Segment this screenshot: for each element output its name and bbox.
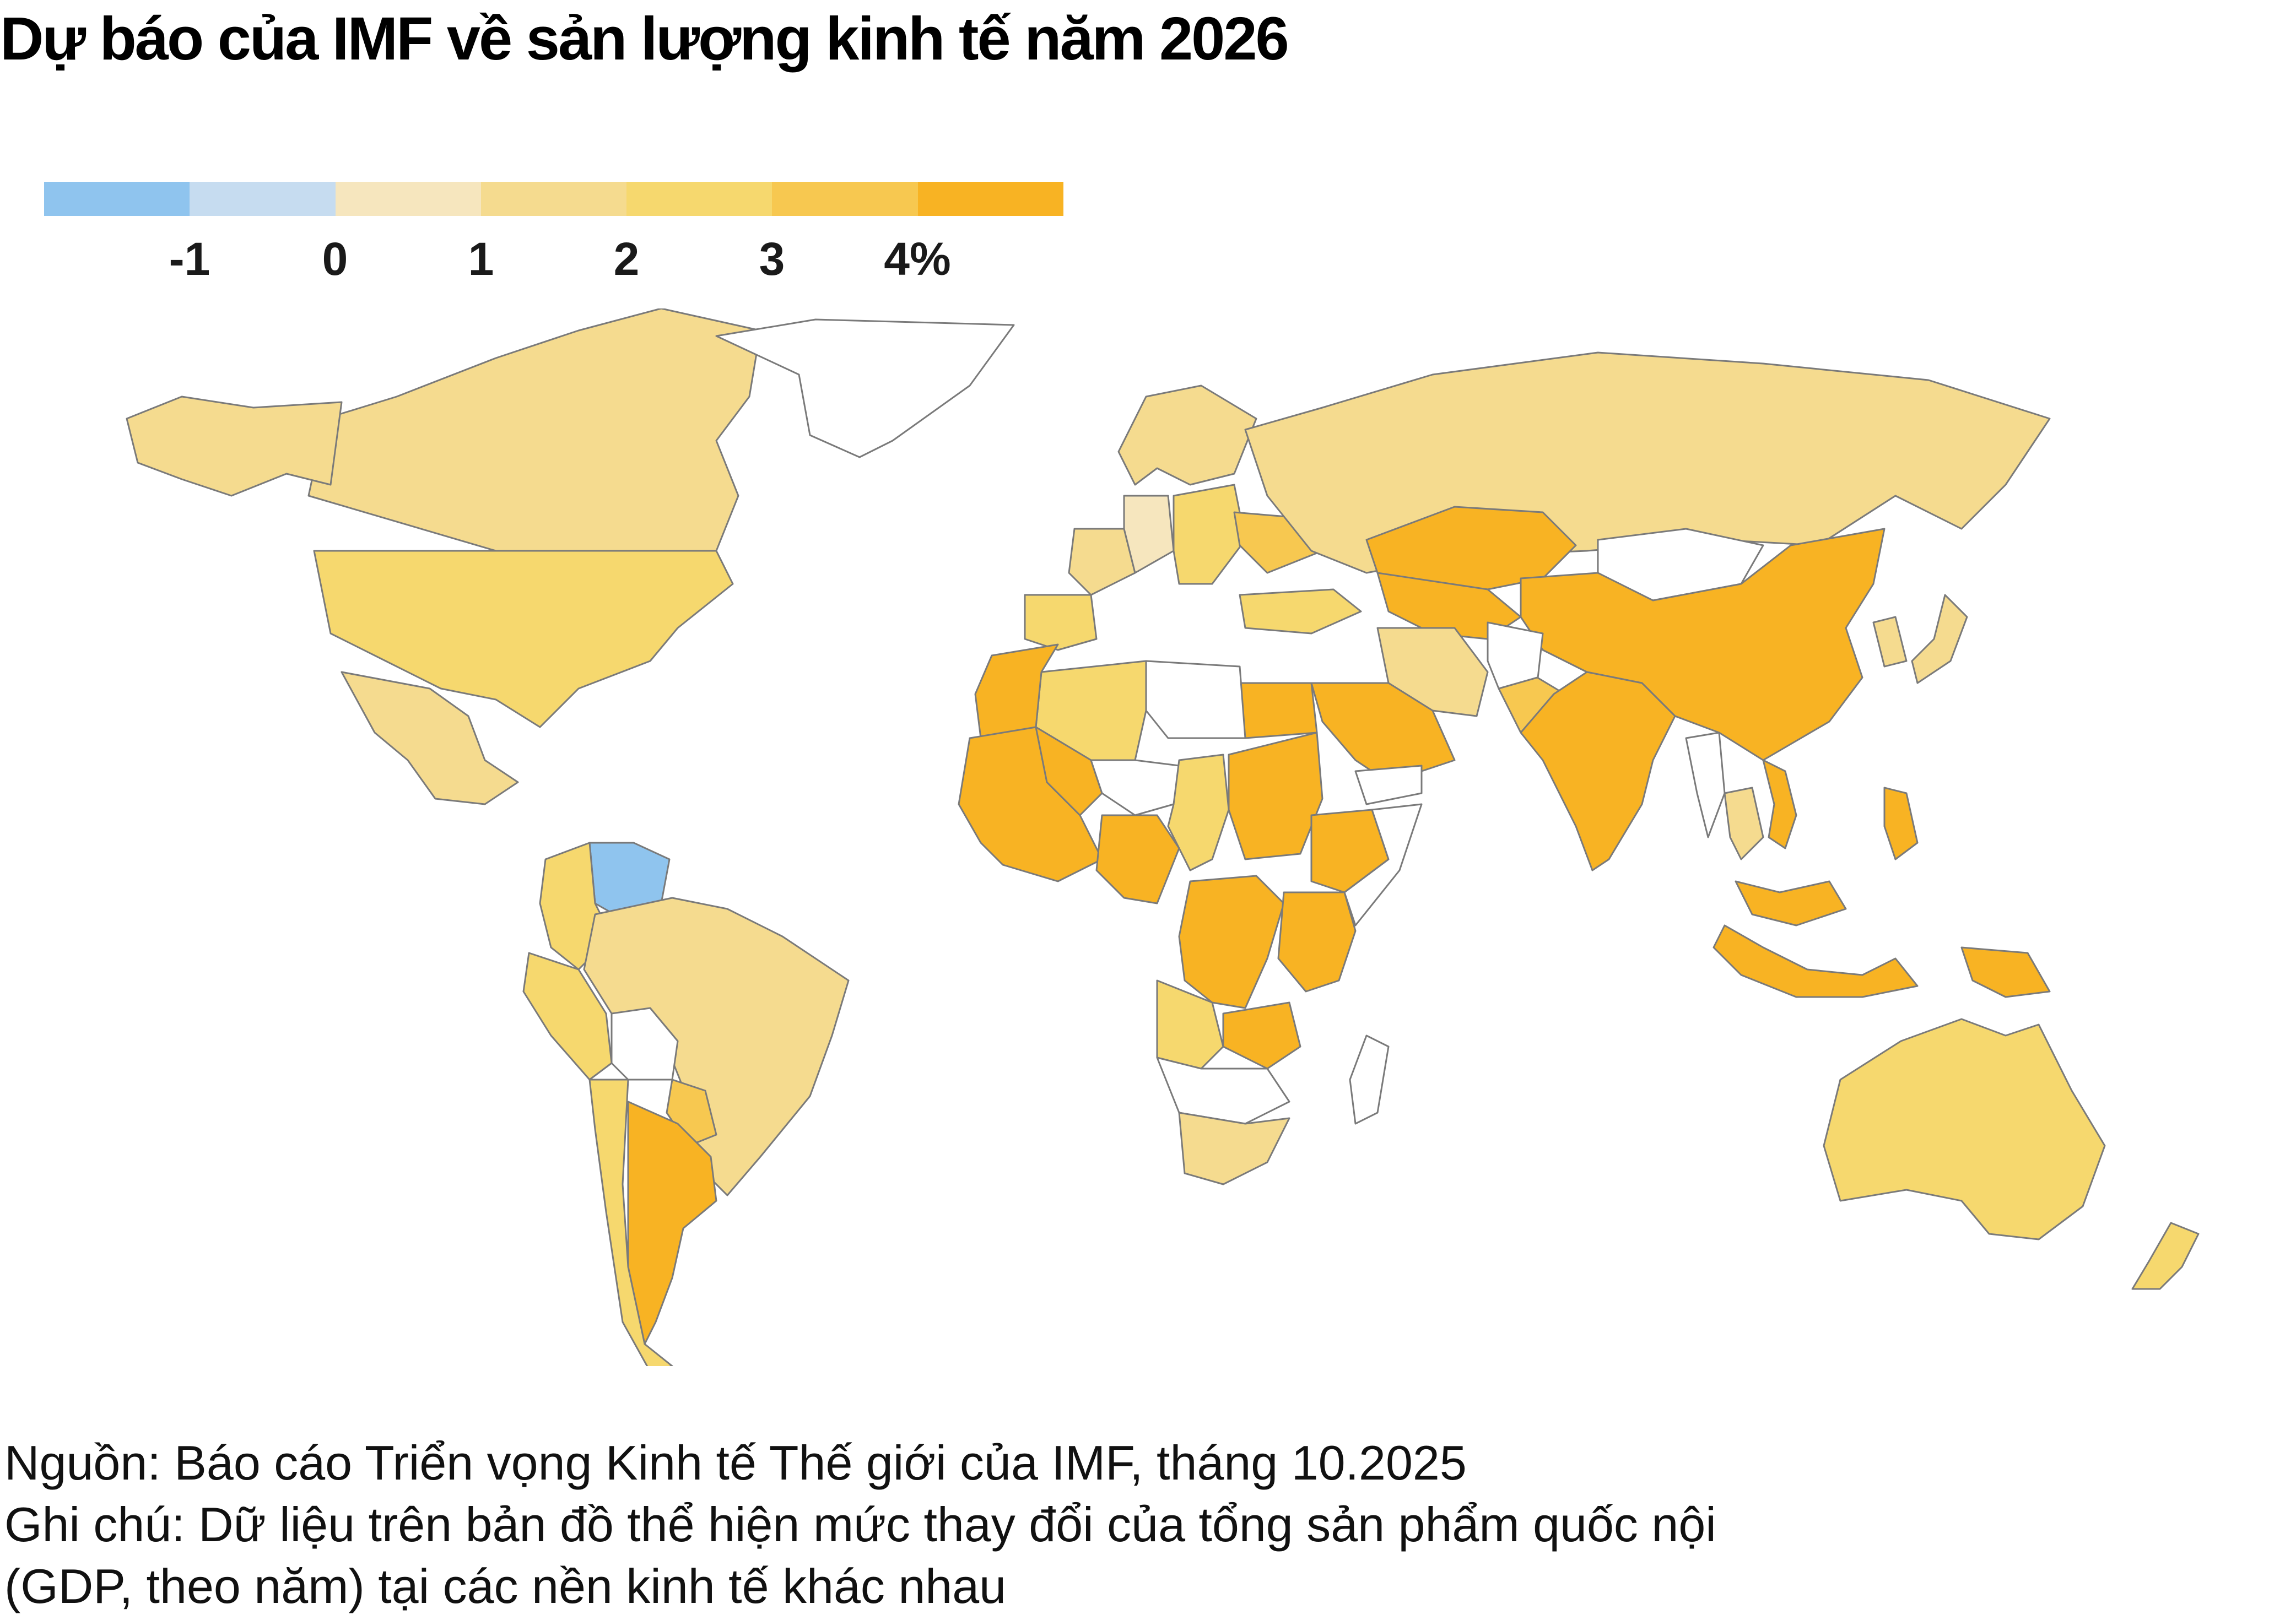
legend-swatch <box>917 182 1063 216</box>
region-canada <box>307 308 761 552</box>
region-nigeria <box>1095 814 1180 904</box>
legend-swatch <box>335 182 481 216</box>
region-madagascar <box>1349 1034 1390 1125</box>
world-map <box>33 308 2270 1366</box>
region-spain <box>1024 594 1098 651</box>
region-argentina <box>627 1101 717 1345</box>
region-mexico <box>341 671 519 805</box>
legend-tick-label: -1 <box>169 233 210 285</box>
region-india <box>1520 671 1676 871</box>
region-somalia <box>1343 803 1423 927</box>
legend-swatch <box>772 182 918 216</box>
region-thailand <box>1724 787 1764 860</box>
region-alaska-united-states <box>126 395 343 497</box>
region-turkey <box>1239 588 1362 635</box>
source-note: Nguồn: Báo cáo Triển vọng Kinh tế Thế gi… <box>4 1435 1467 1490</box>
legend-color-scale <box>44 182 1063 216</box>
region-vietnam <box>1762 759 1797 849</box>
legend-swatch <box>480 182 627 216</box>
chart-title: Dự báo của IMF về sản lượng kinh tế năm … <box>0 5 1289 73</box>
region-sudan <box>1228 732 1323 860</box>
region-papua-new-guinea <box>1960 946 2051 998</box>
color-legend: -1 0 1 2 3 4% <box>44 182 1063 285</box>
region-peru <box>522 952 613 1081</box>
region-eastern-europe <box>1173 484 1246 585</box>
region-mali <box>1035 726 1103 816</box>
data-note-continued: (GDP, theo năm) tại các nền kinh tế khác… <box>4 1559 1007 1613</box>
legend-tick-label: 0 <box>322 233 348 285</box>
region-china <box>1520 528 1886 761</box>
legend-tick-label: 1 <box>468 233 494 285</box>
region-egypt <box>1239 682 1318 739</box>
region-united-states <box>313 550 734 728</box>
footnote: Nguồn: Báo cáo Triển vọng Kinh tế Thế gi… <box>4 1432 2263 1617</box>
region-angola <box>1156 979 1224 1070</box>
region-east-africa <box>1277 891 1357 993</box>
region-france <box>1068 528 1136 596</box>
legend-swatch <box>44 182 190 216</box>
region-malaysia <box>1735 880 1847 927</box>
region-australia <box>1823 1018 2106 1240</box>
region-dr-congo <box>1178 875 1285 1009</box>
region-philippines <box>1883 787 1919 860</box>
region-south-africa <box>1178 1112 1290 1185</box>
region-yemen <box>1354 765 1423 805</box>
legend-tick-label: 4% <box>884 233 951 285</box>
region-zambia <box>1222 1001 1301 1070</box>
region-myanmar <box>1685 732 1726 838</box>
legend-swatch <box>190 182 336 216</box>
region-libya <box>1145 660 1246 739</box>
region-chile <box>588 1079 673 1366</box>
region-new-zealand <box>2131 1222 2200 1290</box>
region-indonesia <box>1712 924 1919 998</box>
region-germany <box>1123 495 1175 574</box>
region-niger <box>1090 759 1180 816</box>
legend-swatch <box>626 182 772 216</box>
region-scandinavia <box>1117 384 1257 486</box>
region-japan <box>1911 594 1968 684</box>
region-greenland <box>715 318 1015 458</box>
data-note: Ghi chú: Dữ liệu trên bản đồ thể hiện mứ… <box>4 1497 1716 1552</box>
legend-tick-label: 3 <box>759 233 785 285</box>
legend-tick-label: 2 <box>613 233 640 285</box>
region-chad <box>1167 754 1230 871</box>
region-korea <box>1872 616 1908 668</box>
